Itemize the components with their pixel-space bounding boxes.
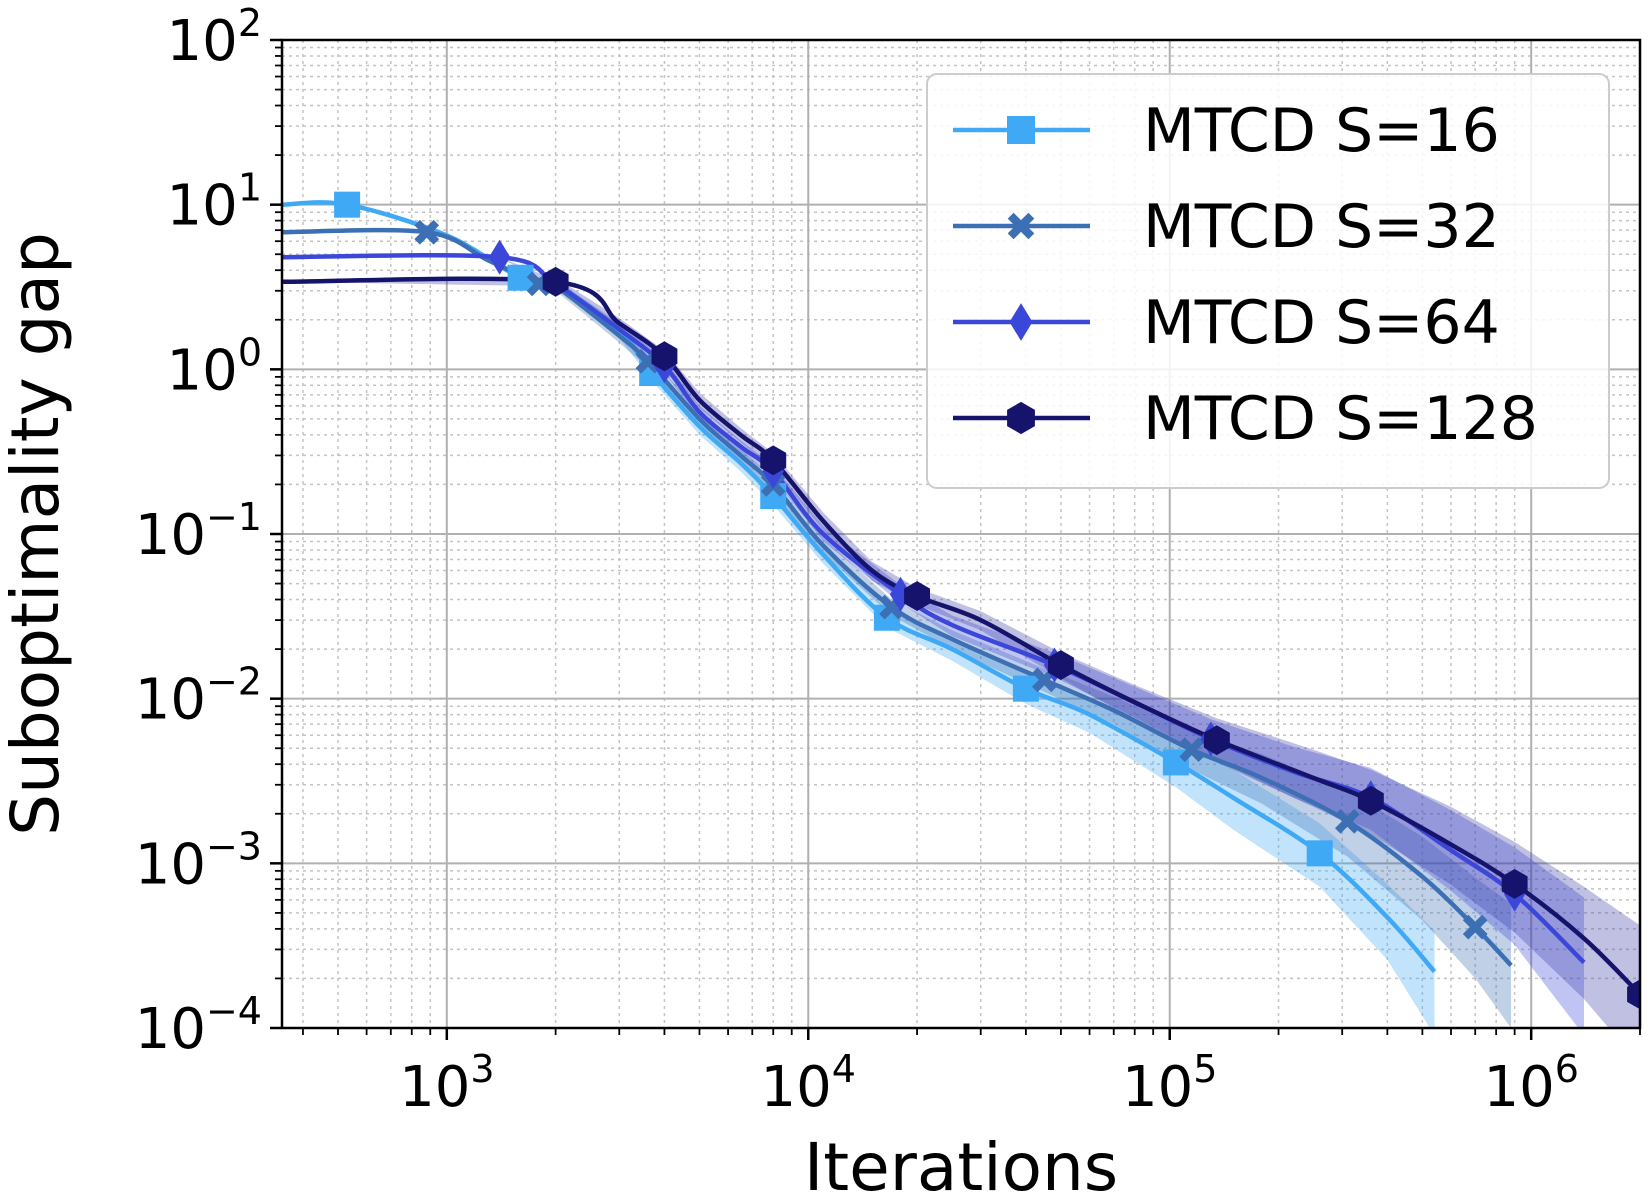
x-axis-label: Iterations	[804, 1129, 1118, 1198]
y-tick-label: 100	[167, 330, 262, 403]
data-marker	[1306, 840, 1333, 867]
data-marker	[1179, 737, 1205, 763]
x-tick-label: 106	[1483, 1047, 1578, 1120]
legend-label: MTCD S=128	[1143, 384, 1538, 454]
y-axis-label: Suboptimality gap	[0, 232, 74, 836]
legend: MTCD S=16 MTCD S=32 MTCD S=64 MTCD S=128	[926, 73, 1610, 489]
data-marker	[334, 191, 361, 218]
data-marker	[651, 341, 678, 372]
x-tick-labels: 103 104 105 106	[399, 1047, 1579, 1120]
data-marker	[1501, 869, 1528, 899]
data-marker	[542, 266, 569, 297]
data-marker	[1048, 650, 1074, 680]
data-marker	[488, 239, 511, 275]
y-tick-label: 10−4	[135, 989, 262, 1062]
data-marker	[1462, 914, 1488, 940]
data-marker	[1334, 808, 1360, 834]
series-markers	[334, 191, 1640, 1010]
y-tick-label: 102	[167, 1, 262, 74]
series-line	[282, 276, 1640, 996]
data-marker	[414, 219, 440, 245]
data-marker	[904, 581, 930, 611]
y-tick-labels: 102 101 100 10−1 10−2 10−3 10−4	[135, 1, 262, 1062]
legend-marker	[1007, 212, 1035, 240]
x-tick-label: 105	[1122, 1047, 1217, 1120]
y-tick-label: 10−1	[135, 495, 262, 568]
legend-box	[926, 73, 1610, 489]
legend-marker	[1007, 401, 1035, 435]
data-marker	[1627, 979, 1640, 1010]
data-marker	[1357, 785, 1384, 816]
legend-marker	[1007, 116, 1035, 144]
y-tick-label: 101	[167, 166, 262, 239]
legend-label: MTCD S=64	[1143, 288, 1500, 358]
legend-label: MTCD S=16	[1143, 96, 1500, 166]
x-tick-label: 104	[761, 1047, 856, 1120]
y-tick-label: 10−2	[135, 660, 262, 733]
x-tick-label: 103	[399, 1047, 494, 1120]
legend-label: MTCD S=32	[1143, 192, 1500, 262]
axis-ticks	[270, 38, 1641, 1040]
legend-marker	[1009, 303, 1033, 341]
data-marker	[760, 445, 787, 476]
data-marker	[1203, 725, 1230, 756]
y-tick-label: 10−3	[135, 824, 262, 897]
